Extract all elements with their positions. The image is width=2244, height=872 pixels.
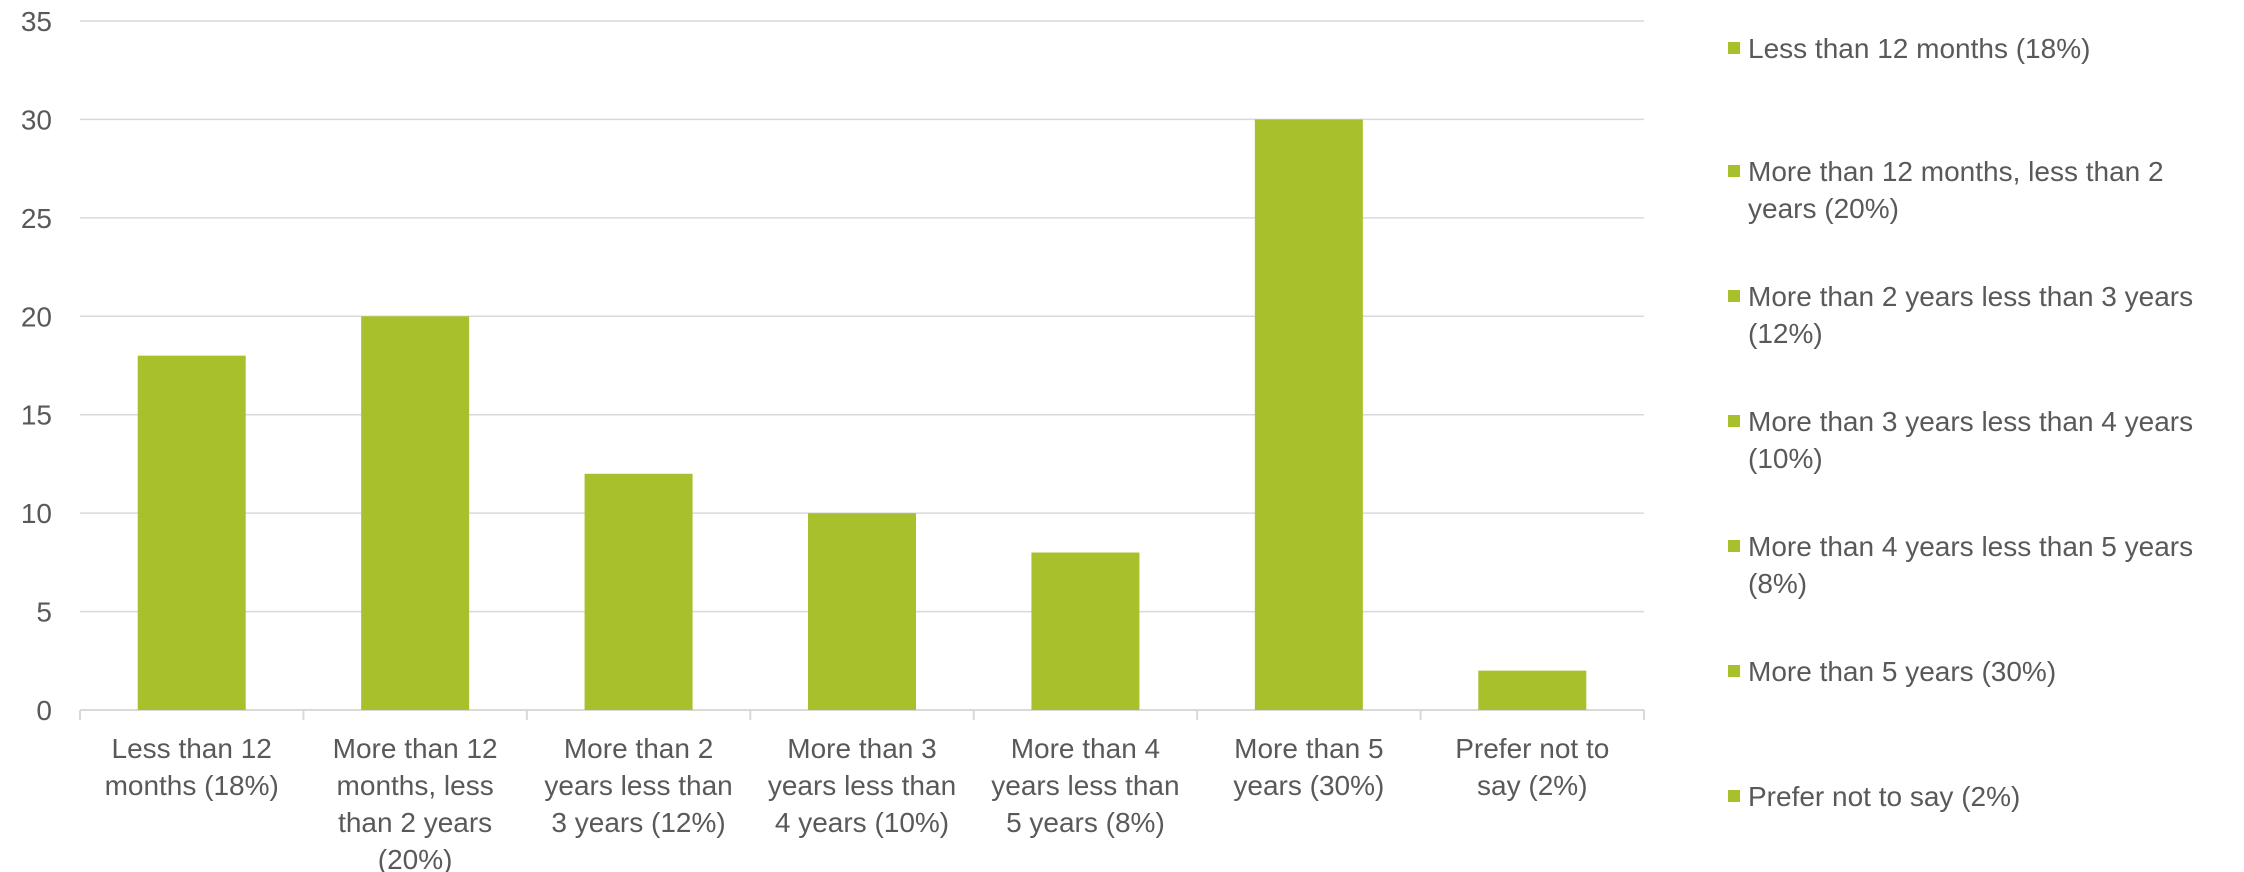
y-tick-label: 0	[36, 695, 52, 726]
x-tick-label-line: months (18%)	[105, 770, 279, 801]
x-tick-label-line: years less than	[991, 770, 1179, 801]
x-tick-label-line: More than 12	[333, 733, 498, 764]
legend-label: Prefer not to say (2%)	[1748, 781, 2021, 812]
x-tick-label: More than 4 years less than 5 years (8%)	[991, 733, 1179, 838]
bar	[584, 473, 693, 710]
y-tick-label: 25	[21, 203, 52, 234]
legend-swatch	[1728, 415, 1740, 427]
x-tick-label: More than 3 years less than 4 years (10%)	[768, 733, 956, 838]
x-tick-label: Prefer not to say (2%)	[1455, 733, 1609, 801]
legend-swatch	[1728, 665, 1740, 677]
y-tick-label: 30	[21, 104, 52, 135]
x-tick-label-line: years less than	[544, 770, 732, 801]
legend-item: More than 3 years less than 4 years (10%…	[1728, 403, 2238, 477]
y-tick-label: 20	[21, 301, 52, 332]
bar	[808, 513, 916, 710]
y-tick-label: 5	[36, 597, 52, 628]
legend-label: More than 2 years less than 3 years (12%…	[1748, 281, 2194, 349]
bar	[1254, 119, 1363, 710]
x-tick-label: More than 2 years less than 3 years (12%)	[544, 733, 732, 838]
legend-swatch	[1728, 165, 1740, 177]
bar-chart-plot: 0 5 10 15 20 25 30 35 Less than 12 months (18%) Mo…	[21, 6, 1645, 872]
x-tick-label-line: Prefer not to	[1455, 733, 1609, 764]
x-tick-label-line: (20%)	[378, 844, 453, 872]
legend-label: More than 4 years less than 5 years (8%)	[1748, 531, 2194, 599]
x-tick-label-line: months, less	[337, 770, 494, 801]
x-tick-label: More than 5 years (30%)	[1233, 733, 1384, 801]
chart-legend: Less than 12 months (18%) More than 12 m…	[1728, 0, 2238, 872]
x-tick-label-line: 4 years (10%)	[775, 807, 949, 838]
x-tick-label-line: More than 2	[564, 733, 713, 764]
legend-item: More than 4 years less than 5 years (8%)	[1728, 528, 2238, 602]
x-tick-label-line: More than 5	[1234, 733, 1383, 764]
legend-swatch	[1728, 290, 1740, 302]
legend-swatch	[1728, 790, 1740, 802]
legend-label: More than 12 months, less than 2 years (…	[1748, 156, 2164, 224]
x-tick-label-line: 3 years (12%)	[551, 807, 725, 838]
x-tick-label-line: years less than	[768, 770, 956, 801]
y-tick-label: 10	[21, 498, 52, 529]
legend-item: Prefer not to say (2%)	[1728, 778, 2238, 815]
legend-item: More than 2 years less than 3 years (12%…	[1728, 278, 2238, 352]
x-tick-label-line: More than 4	[1011, 733, 1160, 764]
x-tick-label-line: More than 3	[787, 733, 936, 764]
legend-item: More than 12 months, less than 2 years (…	[1728, 153, 2238, 227]
bar	[1478, 670, 1587, 710]
x-tick-label: More than 12 months, less than 2 years (20%…	[333, 733, 498, 872]
x-tick-label-line: 5 years (8%)	[1006, 807, 1165, 838]
y-tick-label: 35	[21, 6, 52, 37]
y-tick-label: 15	[21, 400, 52, 431]
bar	[361, 316, 470, 710]
x-tick-label-line: than 2 years	[338, 807, 492, 838]
legend-item: More than 5 years (30%)	[1728, 653, 2238, 690]
x-tick-label: Less than 12 months (18%)	[105, 733, 279, 801]
legend-label: More than 3 years less than 4 years (10%…	[1748, 406, 2194, 474]
bar	[137, 355, 246, 710]
legend-item: Less than 12 months (18%)	[1728, 30, 2238, 67]
legend-swatch	[1728, 42, 1740, 54]
bar	[1031, 552, 1140, 710]
legend-label: Less than 12 months (18%)	[1748, 33, 2091, 64]
x-tick-label-line: years (30%)	[1233, 770, 1384, 801]
x-tick-label-line: say (2%)	[1477, 770, 1587, 801]
legend-label: More than 5 years (30%)	[1748, 656, 2057, 687]
x-tick-label-line: Less than 12	[112, 733, 272, 764]
legend-swatch	[1728, 540, 1740, 552]
